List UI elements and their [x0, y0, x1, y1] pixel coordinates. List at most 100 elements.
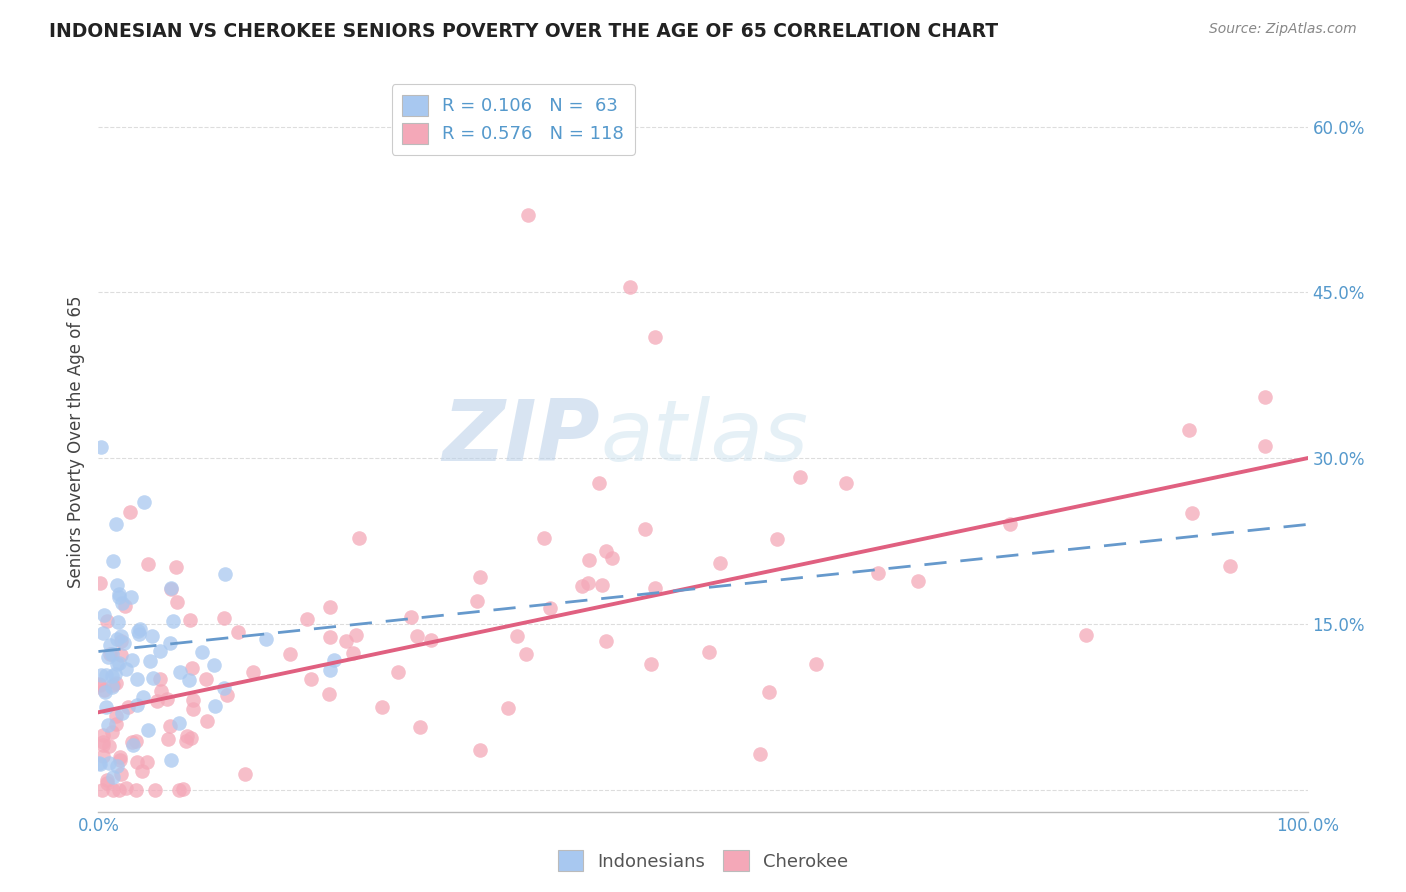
- Point: [142, 672, 165, 686]
- Point: [101, 554, 124, 568]
- Point: [468, 743, 491, 757]
- Point: [89, 756, 111, 771]
- Point: [496, 701, 519, 715]
- Point: [162, 614, 184, 628]
- Point: [401, 609, 423, 624]
- Point: [107, 615, 129, 630]
- Point: [105, 758, 128, 772]
- Point: [588, 476, 610, 491]
- Point: [110, 634, 132, 648]
- Point: [117, 699, 139, 714]
- Point: [101, 770, 124, 784]
- Point: [104, 517, 127, 532]
- Point: [108, 753, 131, 767]
- Point: [149, 672, 172, 686]
- Point: [157, 732, 180, 747]
- Text: atlas: atlas: [600, 396, 808, 479]
- Text: INDONESIAN VS CHEROKEE SENIORS POVERTY OVER THE AGE OF 65 CORRELATION CHART: INDONESIAN VS CHEROKEE SENIORS POVERTY O…: [49, 22, 998, 41]
- Point: [96, 776, 118, 790]
- Point: [516, 208, 538, 222]
- Point: [538, 600, 561, 615]
- Point: [101, 725, 124, 739]
- Point: [179, 613, 201, 627]
- Point: [214, 681, 236, 696]
- Point: [91, 625, 114, 640]
- Point: [789, 470, 811, 484]
- Point: [1178, 423, 1201, 437]
- Point: [108, 587, 131, 601]
- Point: [204, 699, 226, 714]
- Point: [506, 629, 529, 643]
- Point: [318, 687, 340, 701]
- Point: [101, 648, 124, 662]
- Point: [349, 531, 371, 545]
- Point: [124, 782, 146, 797]
- Point: [115, 662, 138, 676]
- Point: [214, 611, 236, 625]
- Point: [114, 599, 136, 614]
- Point: [214, 566, 236, 581]
- Point: [634, 522, 657, 536]
- Point: [97, 649, 120, 664]
- Point: [125, 734, 148, 748]
- Point: [709, 556, 731, 570]
- Point: [515, 647, 537, 661]
- Point: [125, 756, 148, 770]
- Point: [110, 749, 132, 764]
- Point: [215, 688, 238, 702]
- Point: [335, 634, 357, 648]
- Point: [89, 678, 111, 692]
- Point: [470, 570, 492, 584]
- Point: [89, 756, 111, 770]
- Point: [105, 709, 128, 723]
- Point: [595, 634, 617, 648]
- Point: [644, 329, 666, 343]
- Point: [226, 624, 249, 639]
- Point: [128, 627, 150, 641]
- Point: [578, 553, 600, 567]
- Point: [465, 594, 488, 608]
- Point: [195, 714, 218, 728]
- Point: [108, 656, 131, 670]
- Point: [96, 614, 118, 628]
- Point: [180, 731, 202, 746]
- Point: [90, 668, 112, 682]
- Point: [105, 578, 128, 592]
- Point: [98, 647, 121, 661]
- Point: [576, 576, 599, 591]
- Point: [131, 690, 153, 704]
- Text: ZIP: ZIP: [443, 396, 600, 479]
- Point: [97, 756, 120, 771]
- Point: [108, 590, 131, 604]
- Point: [190, 645, 212, 659]
- Point: [98, 638, 121, 652]
- Point: [174, 734, 197, 748]
- Point: [96, 668, 118, 682]
- Point: [766, 532, 789, 546]
- Point: [533, 531, 555, 545]
- Point: [868, 566, 890, 580]
- Point: [136, 723, 159, 738]
- Point: [115, 781, 138, 796]
- Point: [111, 596, 134, 610]
- Point: [97, 718, 120, 732]
- Point: [181, 661, 204, 675]
- Point: [169, 715, 191, 730]
- Point: [176, 729, 198, 743]
- Point: [136, 557, 159, 571]
- Point: [166, 595, 188, 609]
- Point: [111, 706, 134, 720]
- Point: [998, 516, 1021, 531]
- Point: [172, 782, 194, 797]
- Point: [181, 693, 204, 707]
- Point: [138, 654, 160, 668]
- Point: [342, 646, 364, 660]
- Point: [420, 633, 443, 648]
- Point: [103, 666, 125, 681]
- Point: [202, 658, 225, 673]
- Point: [160, 582, 183, 597]
- Point: [159, 719, 181, 733]
- Point: [177, 673, 200, 688]
- Point: [1254, 439, 1277, 453]
- Point: [90, 440, 112, 454]
